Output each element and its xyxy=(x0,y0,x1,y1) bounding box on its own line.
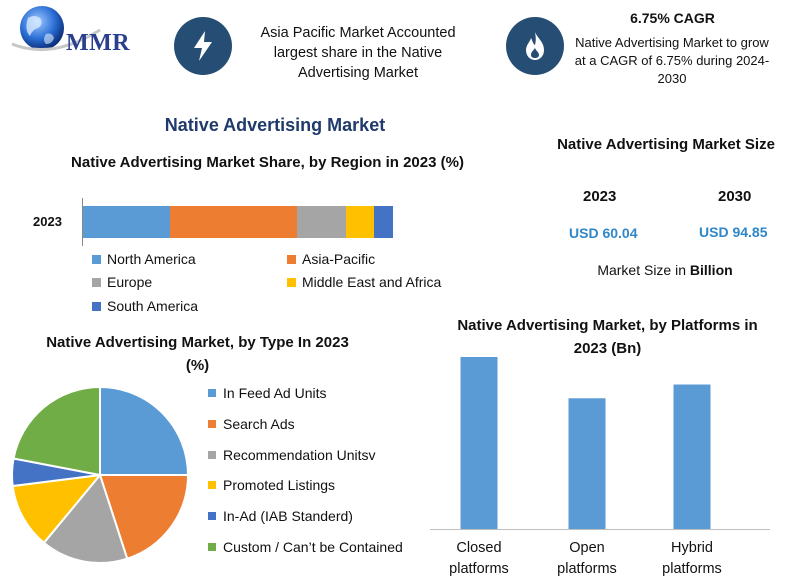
pie-slice-in-feed-ad-units xyxy=(99,385,190,476)
legend-label: Promoted Listings xyxy=(223,477,336,494)
legend-label: In-Ad (IAB Standerd) xyxy=(223,508,353,525)
region-stacked-bar xyxy=(83,206,393,238)
legend-swatch xyxy=(92,254,101,264)
legend-swatch xyxy=(208,450,216,459)
type-legend-item: In Feed Ad Units xyxy=(193,385,327,401)
legend-swatch xyxy=(92,301,101,311)
region-legend-item: Europe xyxy=(92,274,152,290)
legend-swatch xyxy=(208,512,216,521)
legend-label: Middle East and Africa xyxy=(302,274,442,290)
type-chart-title: Native Advertising Market, by Type In 20… xyxy=(46,334,349,374)
legend-swatch xyxy=(287,254,296,264)
market-size-value-2023: USD 60.04 xyxy=(569,225,638,241)
legend-swatch xyxy=(208,389,216,397)
platform-bar-chart: Closed platforms Open platforms Hybrid platfo… xyxy=(430,357,770,577)
region-bar-segment-north-america xyxy=(83,206,170,238)
type-legend-item: Promoted Listings xyxy=(193,477,335,493)
logo-text: MMR xyxy=(66,30,131,56)
pie-slice-search-ads xyxy=(98,474,190,560)
platform-tick-label: platforms xyxy=(449,561,509,577)
legend-label: Europe xyxy=(107,274,153,290)
page-title: Native Advertising Market xyxy=(164,115,386,135)
type-pie-chart xyxy=(11,385,190,564)
legend-swatch xyxy=(287,277,296,287)
region-axis-line xyxy=(82,198,83,246)
platform-bar-closed-platforms xyxy=(460,357,498,529)
type-legend-item: Search Ads xyxy=(193,416,295,432)
market-size-unit: Market Size in Billion xyxy=(560,262,770,278)
type-legend-item: Custom / Can’t be Contained xyxy=(193,539,403,555)
pie-slice-promoted-listings xyxy=(11,473,103,545)
platform-tick-label: Closed xyxy=(456,540,501,556)
legend-swatch xyxy=(208,419,216,428)
insight-text: Asia Pacific Market Accounted largest sh… xyxy=(260,25,456,81)
market-size-unit-bold: Billion xyxy=(689,262,733,278)
region-bar-segment-asia-pacific xyxy=(169,206,297,238)
mmr-logo xyxy=(11,6,101,51)
lightning-bolt-icon xyxy=(174,17,232,75)
platform-tick-label: Hybrid xyxy=(671,540,713,556)
legend-label: Recommendation Unitsv xyxy=(223,446,376,463)
platform-bar-hybrid-platforms xyxy=(673,384,711,529)
platform-chart-title: Native Advertising Market, by Platforms … xyxy=(457,317,758,357)
region-bar-segment-south-america xyxy=(374,206,393,238)
legend-label: South America xyxy=(107,298,199,314)
cagr-title: 6.75% CAGR xyxy=(630,10,715,26)
region-legend-item: Asia-Pacific xyxy=(287,251,375,267)
pie-slice-custom-can-t-be-contained xyxy=(12,385,101,477)
region-legend-item: Middle East and Africa xyxy=(287,274,441,290)
market-size-value-2030: USD 94.85 xyxy=(699,224,768,240)
legend-swatch xyxy=(92,277,101,287)
legend-label: North America xyxy=(107,251,196,267)
type-legend-item: In-Ad (IAB Standerd) xyxy=(193,508,353,524)
market-size-year-2023: 2023 xyxy=(583,188,617,205)
region-legend-item: North America xyxy=(92,251,196,267)
pie-slice-recommendation-unitsv xyxy=(42,472,129,564)
platform-bar-open-platforms xyxy=(568,398,606,529)
region-legend-item: South America xyxy=(92,298,198,314)
legend-swatch xyxy=(208,481,216,490)
region-bar-segment-middle-east-and-africa xyxy=(346,206,375,238)
legend-label: Search Ads xyxy=(223,415,295,432)
flame-icon xyxy=(506,17,564,75)
platform-tick-label: platforms xyxy=(662,561,722,577)
platform-tick-label: Open xyxy=(569,540,604,556)
region-bar-segment-europe xyxy=(296,206,347,238)
platform-tick-label: platforms xyxy=(557,561,617,577)
legend-label: Asia-Pacific xyxy=(302,251,376,267)
type-legend-item: Recommendation Unitsv xyxy=(193,447,376,463)
market-size-unit-prefix: Market Size in xyxy=(597,262,687,278)
region-category-label: 2023 xyxy=(33,214,62,229)
market-size-year-2030: 2030 xyxy=(718,188,752,205)
legend-label: In Feed Ad Units xyxy=(223,385,327,401)
legend-label: Custom / Can’t be Contained xyxy=(223,539,403,555)
market-size-title: Native Advertising Market Size xyxy=(557,136,775,153)
legend-swatch xyxy=(208,543,216,551)
cagr-description: Native Advertising Market to grow at a C… xyxy=(574,35,770,86)
region-chart-title: Native Advertising Market Share, by Regi… xyxy=(71,154,464,171)
